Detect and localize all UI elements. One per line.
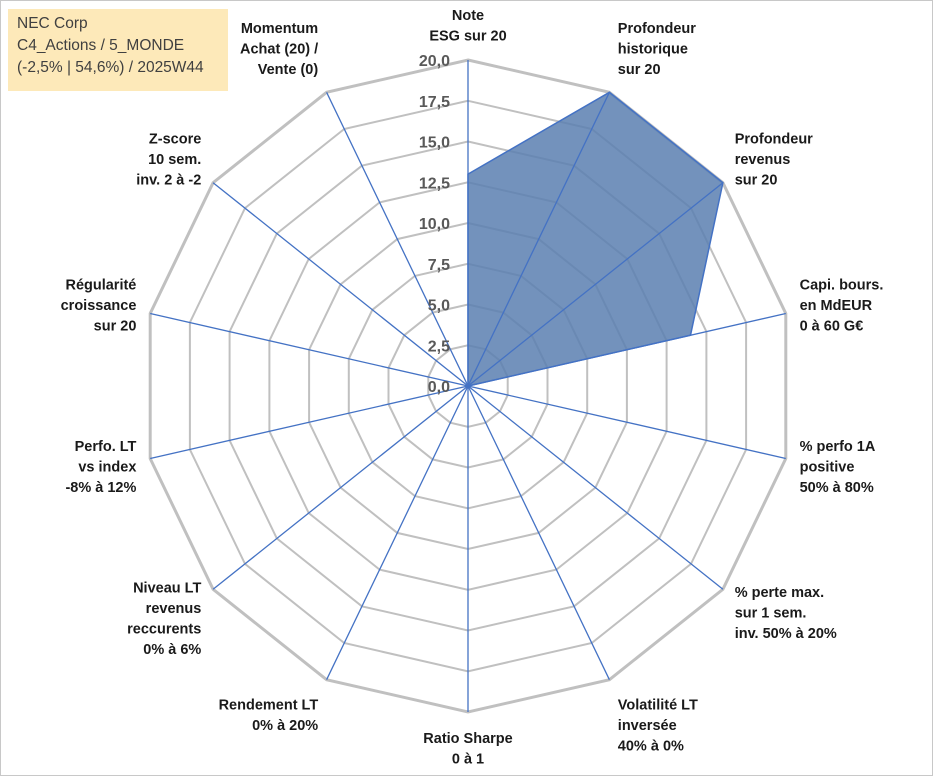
axis-label-line: historique (618, 41, 688, 57)
axis-label-line: ESG sur 20 (429, 29, 506, 45)
company-name: NEC Corp (17, 15, 88, 32)
tick-label: 0,0 (428, 379, 450, 396)
axis-spoke (467, 92, 610, 387)
axis-spoke (326, 385, 469, 680)
axis-spoke (467, 385, 610, 680)
axis-label-line: Volatilité LT (618, 698, 698, 714)
spoke-layer (150, 60, 786, 712)
axis-spoke (326, 92, 469, 387)
data-layer (467, 91, 724, 387)
axis-label: Volatilité LT inversée 40% à 0% (618, 698, 698, 755)
label-layer: Note ESG sur 20 Profondeur historique sur 20… (61, 8, 884, 768)
axis-label: Rendement LT 0% à 20% (219, 698, 319, 735)
data-series-area (467, 91, 724, 387)
axis-label-line: -8% à 12% (65, 480, 136, 496)
tick-label: 7,5 (428, 257, 450, 274)
axis-label-line: 0 à 60 G€ (800, 318, 864, 334)
axis-label: Niveau LT revenus reccurents 0% à 6% (127, 581, 201, 659)
axis-label-line: sur 1 sem. (735, 606, 807, 622)
info-box: NEC Corp C4_Actions / 5_MONDE (-2,5% | 5… (8, 9, 228, 91)
axis-spoke (212, 182, 469, 387)
axis-label-line: Rendement LT (219, 698, 319, 714)
axis-label: Profondeur historique sur 20 (618, 21, 696, 78)
tick-label: 15,0 (419, 135, 450, 152)
axis-spoke (467, 385, 786, 460)
axis-label: Profondeur revenus sur 20 (735, 132, 813, 189)
stats-text: (-2,5% | 54,6%) / 2025W44 (17, 59, 204, 76)
axis-label-line: inv. 2 à -2 (136, 173, 201, 189)
axis-label-line: reccurents (127, 622, 201, 638)
axis-label-line: % perfo 1A (800, 439, 876, 455)
axis-label: % perte max. sur 1 sem. inv. 50% à 20% (735, 585, 837, 642)
axis-label-line: vs index (78, 460, 136, 476)
axis-label-line: sur 20 (94, 318, 137, 334)
axis-label-line: Vente (0) (258, 62, 319, 78)
axis-label-line: inversée (618, 718, 677, 734)
axis-label-line: 0 à 1 (452, 752, 484, 768)
axis-label: Z-score 10 sem. inv. 2 à -2 (136, 132, 201, 189)
axis-label: Régularité croissance sur 20 (61, 277, 137, 334)
axis-label: Capi. bours. en MdEUR 0 à 60 G€ (800, 277, 884, 334)
tick-layer: 0,0 2,5 5,0 7,5 10,0 12,5 15,0 17,5 20,0 (419, 53, 450, 396)
axis-label-line: Ratio Sharpe (423, 731, 512, 747)
tick-label: 5,0 (428, 298, 450, 315)
tick-label: 20,0 (419, 53, 450, 70)
axis-label-line: Capi. bours. (800, 277, 884, 293)
axis-label-line: 40% à 0% (618, 739, 684, 755)
axis-label-line: Régularité (65, 277, 136, 293)
axis-spoke (467, 385, 724, 590)
axis-label-line: Niveau LT (133, 581, 201, 597)
tick-label: 10,0 (419, 216, 450, 233)
axis-label-line: positive (800, 460, 855, 476)
axis-label-line: revenus (146, 601, 202, 617)
portfolio-name: C4_Actions / 5_MONDE (17, 37, 185, 54)
axis-label-line: Momentum (241, 21, 318, 37)
axis-label-line: Profondeur (735, 132, 813, 148)
axis-label: Momentum Achat (20) / Vente (0) (240, 21, 318, 78)
axis-spoke (212, 385, 469, 590)
axis-label-line: revenus (735, 152, 791, 168)
axis-label: Ratio Sharpe 0 à 1 (423, 731, 512, 768)
axis-label-line: inv. 50% à 20% (735, 626, 837, 642)
axis-label-line: 10 sem. (148, 152, 201, 168)
axis-label: % perfo 1A positive 50% à 80% (800, 439, 876, 496)
axis-spoke (467, 312, 786, 387)
axis-label: Perfo. LT vs index -8% à 12% (65, 439, 136, 496)
axis-spoke (467, 182, 724, 387)
axis-label-line: % perte max. (735, 585, 824, 601)
axis-spoke (150, 385, 469, 460)
axis-label-line: 0% à 20% (252, 718, 318, 734)
axis-label: Note ESG sur 20 (429, 8, 506, 45)
axis-label-line: Achat (20) / (240, 41, 318, 57)
tick-label: 2,5 (428, 338, 450, 355)
axis-spoke (150, 312, 469, 387)
axis-label-line: sur 20 (618, 62, 661, 78)
axis-label-line: sur 20 (735, 173, 778, 189)
axis-label-line: 0% à 6% (143, 642, 201, 658)
axis-label-line: Profondeur (618, 21, 696, 37)
tick-label: 12,5 (419, 175, 450, 192)
axis-label-line: Note (452, 8, 484, 24)
axis-label-line: Z-score (149, 132, 201, 148)
axis-label-line: croissance (61, 298, 137, 314)
axis-label-line: Perfo. LT (75, 439, 137, 455)
tick-label: 17,5 (419, 94, 450, 111)
axis-label-line: 50% à 80% (800, 480, 874, 496)
axis-label-line: en MdEUR (800, 298, 873, 314)
